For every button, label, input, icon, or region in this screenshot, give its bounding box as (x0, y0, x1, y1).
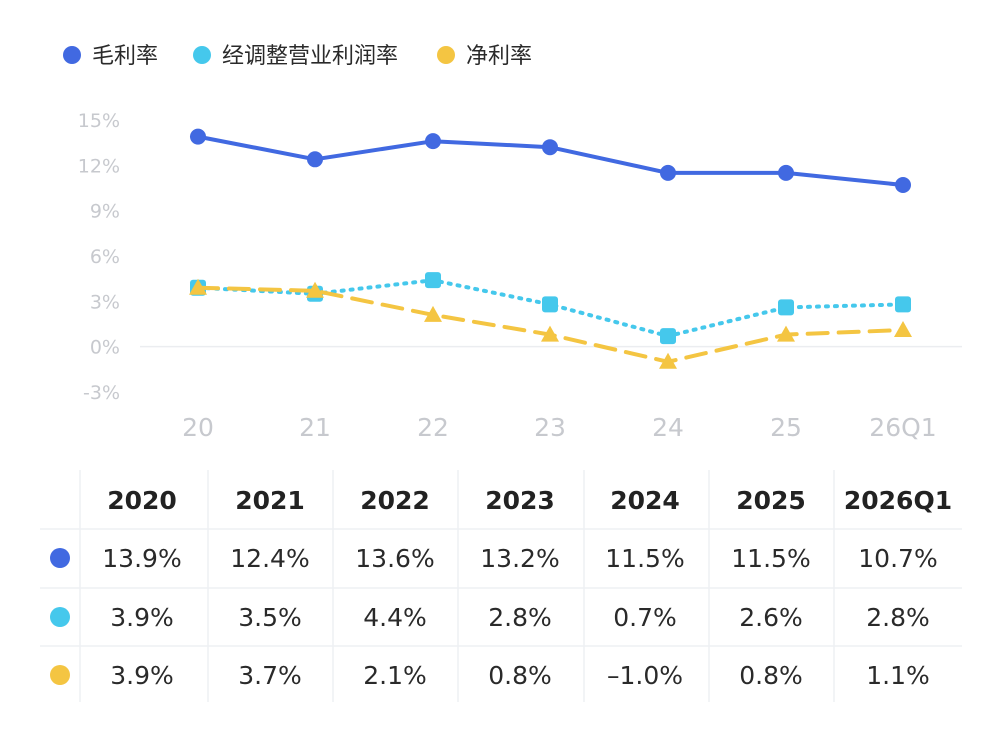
data-point-s1-5 (778, 299, 794, 316)
data-point-s1-6 (895, 296, 911, 313)
table-row-marker-2 (50, 665, 70, 685)
y-tick-label: 15% (78, 110, 120, 132)
table-cell: 1.1% (866, 661, 930, 690)
table-header-cell: 2020 (107, 486, 177, 515)
table-cell: 11.5% (731, 544, 810, 573)
data-table: 2020 2021 2022 2023 2024 2025 2026Q1 13.9% 12.4%… (40, 470, 962, 702)
data-point-s2-4 (659, 352, 677, 369)
table-cell: –1.0% (607, 661, 683, 690)
data-point-s0-2 (425, 133, 441, 150)
data-point-s0-4 (660, 164, 676, 181)
y-axis: 15% 12% 9% 6% 3% 0% -3% (78, 110, 962, 404)
table-header-cell: 2023 (485, 486, 555, 515)
table-cell: 2.8% (866, 603, 930, 632)
table-cell: 3.9% (110, 603, 174, 632)
legend-label-1: 经调整营业利润率 (222, 44, 398, 69)
data-point-s2-1 (306, 281, 324, 298)
x-tick-label: 25 (770, 413, 802, 442)
x-tick-label: 20 (182, 413, 214, 442)
table-cell: 3.7% (238, 661, 302, 690)
table-header-cell: 2022 (360, 486, 430, 515)
data-point-s1-2 (425, 272, 441, 289)
table-cell: 0.8% (739, 661, 803, 690)
table-cell: 3.5% (238, 603, 302, 632)
y-tick-label: -3% (83, 382, 120, 404)
table-cell: 4.4% (363, 603, 427, 632)
data-point-s2-6 (894, 321, 912, 338)
data-point-s2-5 (777, 325, 795, 342)
table-cell: 3.9% (110, 661, 174, 690)
data-point-s2-2 (424, 305, 442, 322)
table-header-cell: 2026Q1 (844, 486, 952, 515)
y-tick-label: 3% (90, 291, 120, 313)
table-cell: 10.7% (858, 544, 937, 573)
data-point-s2-3 (541, 325, 559, 342)
legend-marker-1 (193, 46, 211, 64)
y-tick-label: 0% (90, 337, 120, 359)
legend-marker-0 (63, 46, 81, 64)
table-header-cell: 2021 (235, 486, 305, 515)
legend: 毛利率 经调整营业利润率 净利率 (63, 44, 532, 69)
x-tick-label: 23 (534, 413, 566, 442)
legend-marker-2 (437, 46, 455, 64)
y-tick-label: 9% (90, 201, 120, 223)
data-point-s2-0 (189, 278, 207, 295)
data-point-s0-1 (307, 151, 323, 168)
table-header-cell: 2024 (610, 486, 680, 515)
x-tick-label: 21 (299, 413, 331, 442)
table-row-marker-1 (50, 607, 70, 627)
table-cell: 2.1% (363, 661, 427, 690)
y-tick-label: 6% (90, 246, 120, 268)
data-point-s1-4 (660, 328, 676, 345)
x-tick-label: 24 (652, 413, 684, 442)
table-cell: 13.2% (480, 544, 559, 573)
legend-label-0: 毛利率 (92, 44, 158, 69)
table-cell: 13.9% (102, 544, 181, 573)
data-point-s0-6 (895, 176, 911, 193)
data-point-s0-5 (778, 164, 794, 181)
data-point-s0-0 (190, 128, 206, 145)
data-point-s0-3 (542, 139, 558, 156)
plot-area (189, 128, 912, 369)
table-cell: 11.5% (605, 544, 684, 573)
x-tick-label: 26Q1 (869, 413, 936, 442)
data-point-s1-3 (542, 296, 558, 313)
table-cell: 0.7% (613, 603, 677, 632)
x-tick-label: 22 (417, 413, 449, 442)
table-cell: 2.8% (488, 603, 552, 632)
table-row-marker-0 (50, 548, 70, 568)
table-cell: 2.6% (739, 603, 803, 632)
table-header-cell: 2025 (736, 486, 806, 515)
legend-label-2: 净利率 (466, 44, 532, 69)
y-tick-label: 12% (78, 155, 120, 177)
table-cell: 12.4% (230, 544, 309, 573)
x-axis: 20 21 22 23 24 25 26Q1 (182, 413, 937, 442)
table-cell: 0.8% (488, 661, 552, 690)
table-cell: 13.6% (355, 544, 434, 573)
